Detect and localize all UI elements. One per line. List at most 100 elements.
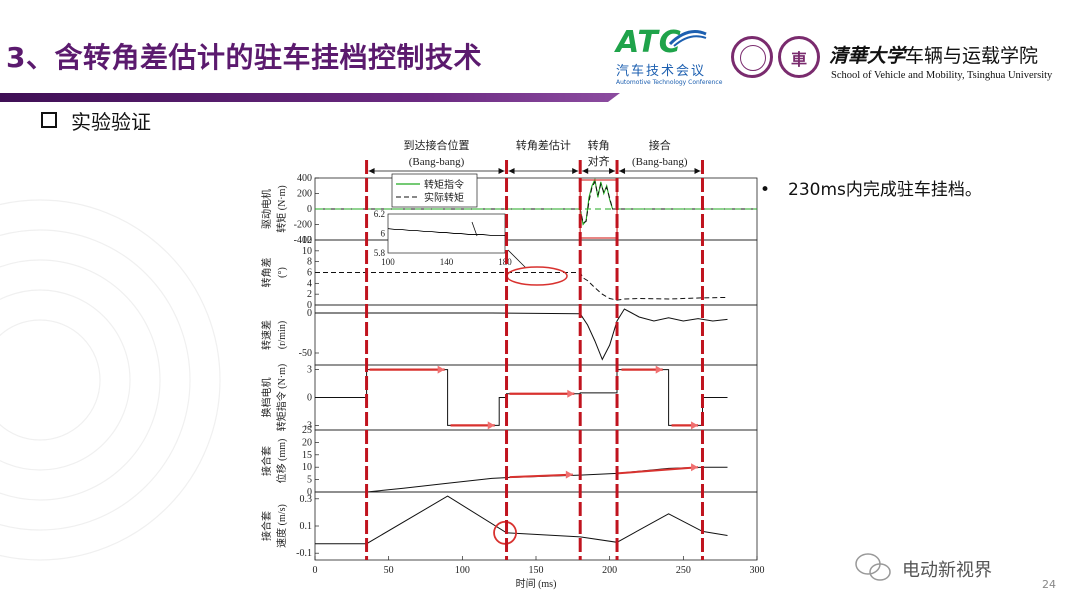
y-tick-label-shift-torque: 0 xyxy=(307,393,312,404)
tsinghua-calligraphy: 清華大学 xyxy=(829,45,906,67)
university-seal-icon xyxy=(731,36,773,78)
y-axis-label-speed-diff: (r/min) xyxy=(277,321,288,349)
y-tick-label-sleeve-displacement: 15 xyxy=(302,450,312,461)
phase-label: 接合 xyxy=(649,138,671,152)
y-tick-label-drive-torque: -200 xyxy=(294,220,312,231)
inset-y-tick-label: 5.8 xyxy=(374,248,386,258)
y-axis-label-drive-torque: 转矩 (N·m) xyxy=(275,185,288,233)
atc-logo: ATC 汽车技术会议 Automotive Technology Confere… xyxy=(616,28,726,90)
displacement-annotation-arrow xyxy=(616,466,699,475)
inset-callout-arrow xyxy=(471,221,478,237)
inset-y-tick-label: 6.2 xyxy=(374,209,385,219)
y-axis-label-speed-diff: 转速差 xyxy=(260,320,273,350)
series-line-drive-torque xyxy=(315,177,757,226)
displacement-annotation-arrowhead xyxy=(565,470,573,479)
university-seal-ring xyxy=(740,45,766,71)
section-bullet-icon xyxy=(41,112,57,128)
y-tick-label-sleeve-speed: 0.1 xyxy=(300,521,313,532)
phase-span-arrowhead-right xyxy=(572,168,579,174)
legend-box xyxy=(391,173,478,208)
phase-span-arrowhead-right xyxy=(694,168,701,174)
y-tick-label-shift-torque: -3 xyxy=(304,420,312,431)
y-tick-label-sleeve-displacement: 25 xyxy=(302,425,312,436)
y-axis-label-sleeve-speed: 速度 (m/s) xyxy=(275,504,288,548)
phase-sublabel: (Bang-bang) xyxy=(632,156,688,168)
y-tick-label-sleeve-speed: 0.3 xyxy=(300,494,313,505)
series-line-sleeve-displacement xyxy=(315,466,728,493)
school-name-en: School of Vehicle and Mobility, Tsinghua… xyxy=(831,70,1053,81)
y-tick-label-angle-diff: 10 xyxy=(302,246,312,257)
inset-y-tick-label: 6 xyxy=(381,229,386,239)
x-tick-label: 200 xyxy=(602,565,617,576)
phase-span-arrowhead-left xyxy=(368,168,375,174)
x-tick-label: 250 xyxy=(676,565,691,576)
displacement-annotation-arrow xyxy=(509,473,573,479)
y-axis-label-sleeve-displacement: 位移 (mm) xyxy=(275,439,288,484)
y-tick-label-angle-diff: 2 xyxy=(307,289,312,300)
page-number: 24 xyxy=(1042,578,1056,591)
series-line-sleeve-speed xyxy=(315,495,728,545)
x-tick-label: 0 xyxy=(313,565,318,576)
torque-annotation-arrowhead xyxy=(437,365,445,374)
result-bullet-text: 230ms内完成驻车挂档。 xyxy=(788,180,982,200)
atc-logo-cn: 汽车技术会议 xyxy=(616,64,707,79)
x-tick-label: 100 xyxy=(455,565,470,576)
y-axis-label-shift-torque: 换档电机 xyxy=(260,378,273,418)
phase-span-arrowhead-left xyxy=(582,168,589,174)
y-tick-label-drive-torque: -400 xyxy=(294,235,312,246)
y-tick-label-shift-torque: 3 xyxy=(307,365,312,376)
torque-annotation-arrowhead xyxy=(691,421,699,430)
subplot-frame-sleeve-displacement xyxy=(314,429,758,493)
inset-series-line xyxy=(387,228,505,236)
subplot-frame-shift-torque xyxy=(314,364,758,431)
y-tick-label-angle-diff: 4 xyxy=(307,278,312,289)
phase-span-arrowhead-left xyxy=(508,168,515,174)
y-axis-label-shift-torque: 转矩指令 (N·m) xyxy=(275,364,288,432)
title-underline-bar xyxy=(0,93,608,102)
school-seal-glyph: 車 xyxy=(790,50,807,69)
atc-swoosh-icon xyxy=(668,30,707,47)
x-tick-label: 150 xyxy=(529,565,544,576)
y-tick-label-sleeve-displacement: 0 xyxy=(307,487,312,498)
tsinghua-school-name: 清華大学车辆与运载学院 xyxy=(829,41,1038,68)
series-line-speed-diff xyxy=(315,308,728,361)
y-tick-label-sleeve-displacement: 20 xyxy=(302,437,312,448)
title-underline-tip xyxy=(608,93,620,102)
y-tick-label-speed-diff: -50 xyxy=(299,348,312,359)
x-tick-label: 300 xyxy=(750,565,765,576)
displacement-annotation-arrowhead xyxy=(691,463,699,472)
phase-label: 到达接合位置 xyxy=(404,138,470,152)
wechat-icon xyxy=(855,553,891,581)
y-tick-label-drive-torque: 0 xyxy=(307,204,312,215)
phase-label: 转角差估计 xyxy=(516,138,571,152)
inset-x-tick-label: 140 xyxy=(440,257,454,267)
estimate-highlight-ellipse xyxy=(506,266,568,286)
y-tick-label-drive-torque: 200 xyxy=(297,189,312,200)
inset-x-tick-label: 100 xyxy=(381,257,395,267)
y-axis-label-sleeve-speed: 接合套 xyxy=(260,511,273,541)
phase-span-arrowhead-right xyxy=(609,168,616,174)
inset-link-arrow xyxy=(507,249,527,269)
y-tick-label-drive-torque: 400 xyxy=(297,173,312,184)
slide-title: 3、含转角差估计的驻车挂档控制技术 xyxy=(6,41,482,74)
torque-annotation-arrowhead xyxy=(487,421,495,430)
torque-annotation-arrowhead xyxy=(655,365,663,374)
school-seal-icon: 車 xyxy=(778,36,820,78)
watermark-text: 电动新视界 xyxy=(902,560,992,581)
phase-sublabel: (Bang-bang) xyxy=(409,156,465,168)
result-bullet: • 230ms内完成驻车挂档。 xyxy=(760,175,982,200)
bullet-dot-icon: • xyxy=(760,180,771,200)
series-line-angle-diff xyxy=(315,272,728,301)
y-tick-label-angle-diff: 8 xyxy=(307,257,312,268)
subplot-frame-sleeve-speed xyxy=(314,491,758,561)
inset-frame xyxy=(387,213,506,254)
y-tick-label-sleeve-displacement: 5 xyxy=(307,475,312,486)
legend-label: 转矩指令 xyxy=(424,178,464,191)
y-axis-label-drive-torque: 驱动电机 xyxy=(260,189,273,229)
y-tick-label-sleeve-displacement: 10 xyxy=(302,462,312,473)
phase-label: 转角 xyxy=(588,138,610,152)
y-tick-label-angle-diff: 12 xyxy=(302,235,312,246)
x-axis-label: 时间 (ms) xyxy=(516,577,557,590)
y-axis-label-sleeve-displacement: 接合套 xyxy=(260,446,273,476)
background-swirl-decoration xyxy=(0,199,221,561)
